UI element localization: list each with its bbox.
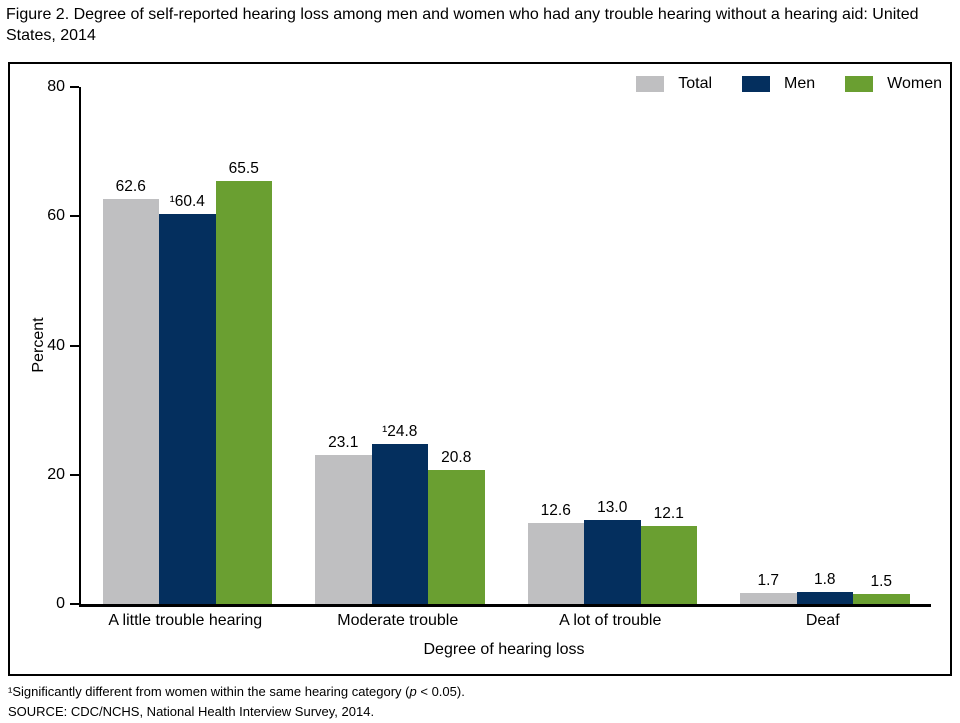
bar-value-label: ¹24.8 xyxy=(382,422,418,440)
legend-item-total: Total xyxy=(636,75,712,93)
legend-label: Men xyxy=(784,75,816,92)
y-axis-tick xyxy=(70,603,79,605)
y-tick-label: 60 xyxy=(47,207,65,225)
bar-total-0 xyxy=(102,199,159,604)
y-axis-tick xyxy=(70,215,79,218)
source-line: SOURCE: CDC/NCHS, National Health Interv… xyxy=(8,704,375,719)
legend-swatch-total xyxy=(636,76,665,92)
y-axis-tick xyxy=(70,344,79,347)
x-category-label: A little trouble hearing xyxy=(108,612,263,629)
legend-swatch-men xyxy=(742,76,771,92)
y-axis-tick xyxy=(70,473,79,476)
bar-value-label: 23.1 xyxy=(328,433,359,451)
bar-total-1 xyxy=(315,454,372,604)
footnote-p-symbol: p xyxy=(409,684,417,699)
legend-swatch-women xyxy=(845,76,874,92)
bar-men-2 xyxy=(584,520,641,604)
bar-men-1 xyxy=(371,443,428,604)
x-category-label: Moderate trouble xyxy=(337,612,459,629)
footnote: ¹Significantly different from women with… xyxy=(8,684,465,699)
bar-value-label: 1.7 xyxy=(757,572,780,590)
y-tick-label: 80 xyxy=(47,78,65,95)
bar-value-label: 20.8 xyxy=(441,448,472,466)
bar-women-2 xyxy=(640,525,697,604)
legend-item-men: Men xyxy=(742,75,815,93)
bar-women-1 xyxy=(428,469,485,604)
legend-label: Women xyxy=(887,75,942,92)
bar-value-label: 1.8 xyxy=(813,571,836,589)
legend-item-women: Women xyxy=(845,75,942,93)
bar-value-label: 1.5 xyxy=(870,573,893,591)
y-tick-label: 0 xyxy=(56,595,65,612)
footnote-tail: < 0.05). xyxy=(416,684,465,699)
y-axis-tick xyxy=(70,86,79,88)
bar-value-label: ¹60.4 xyxy=(169,192,205,210)
footnote-text: ¹Significantly different from women with… xyxy=(8,684,410,699)
bar-men-0 xyxy=(159,213,216,604)
x-category-label: Deaf xyxy=(805,612,840,629)
bar-women-3 xyxy=(853,594,910,604)
x-category-label: A lot of trouble xyxy=(559,612,662,629)
figure-title: Figure 2. Degree of self-reported hearin… xyxy=(6,6,919,44)
plot-area: 0 20 40 60 80 62.6 ¹60.4 65.5 23.1 ¹24.8 20.8 12.6 1… xyxy=(47,78,931,612)
x-axis-title: Degree of hearing loss xyxy=(423,641,585,658)
y-tick-label: 40 xyxy=(47,336,65,354)
bar-total-3 xyxy=(740,593,797,604)
bar-total-2 xyxy=(527,522,584,604)
y-tick-label: 20 xyxy=(47,465,65,483)
bar-value-label: 12.1 xyxy=(653,504,684,522)
bar-value-label: 12.6 xyxy=(540,501,571,519)
legend-label: Total xyxy=(678,75,713,92)
bar-value-label: 13.0 xyxy=(597,499,628,516)
bar-women-0 xyxy=(215,180,272,604)
bar-men-3 xyxy=(796,592,853,604)
bar-value-label: 62.6 xyxy=(115,178,146,196)
bar-value-label: 65.5 xyxy=(228,159,259,177)
legend: Total Men Women xyxy=(606,75,942,93)
chart-panel: Total Men Women Percent 0 20 40 60 80 62.6 ¹60.4… xyxy=(8,62,952,676)
